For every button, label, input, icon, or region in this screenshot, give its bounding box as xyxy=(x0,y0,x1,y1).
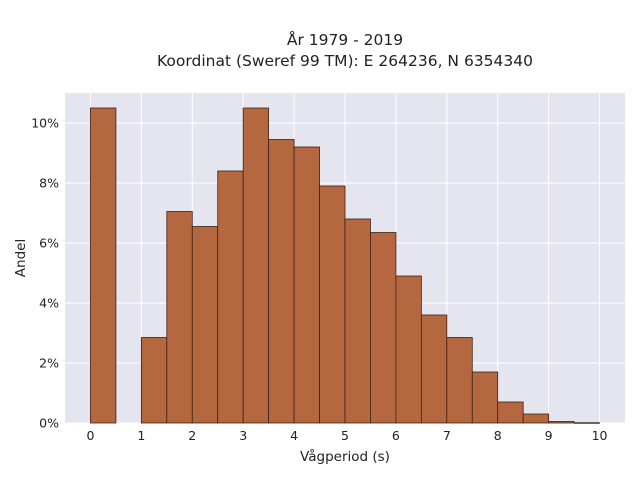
x-tick-label: 1 xyxy=(137,428,145,443)
histogram-bar xyxy=(217,170,244,424)
histogram-bar xyxy=(446,337,473,424)
histogram-bar xyxy=(140,337,168,424)
histogram-bar xyxy=(370,232,397,424)
histogram-bars xyxy=(90,107,600,424)
x-tick-label: 2 xyxy=(188,428,196,443)
histogram-bar xyxy=(242,107,270,424)
histogram-bar xyxy=(548,421,575,424)
y-axis-ticks: 0% 2% 4% 6% 8% 10% xyxy=(31,116,59,431)
x-axis-label: Vågperiod (s) xyxy=(300,448,390,465)
y-tick-label: 6% xyxy=(39,236,59,251)
histogram-bar xyxy=(268,139,295,424)
histogram-bar xyxy=(319,185,346,424)
x-tick-label: 5 xyxy=(341,428,349,443)
histogram-bar xyxy=(395,275,422,424)
y-tick-label: 2% xyxy=(39,356,59,371)
histogram-bar xyxy=(191,226,219,424)
x-tick-label: 8 xyxy=(494,428,502,443)
y-tick-label: 0% xyxy=(39,416,59,431)
x-tick-label: 7 xyxy=(443,428,451,443)
x-tick-label: 4 xyxy=(290,428,298,443)
histogram-bar xyxy=(522,413,550,424)
histogram-bar xyxy=(293,146,320,424)
histogram-bar xyxy=(166,211,193,424)
histogram-bar xyxy=(420,314,448,424)
y-tick-label: 10% xyxy=(31,116,59,131)
y-axis-label: Andel xyxy=(13,239,29,277)
y-tick-label: 8% xyxy=(39,176,59,191)
histogram-bar xyxy=(90,107,117,424)
histogram-bar xyxy=(573,422,600,424)
x-tick-label: 6 xyxy=(392,428,400,443)
histogram-bar xyxy=(497,401,524,424)
x-axis-ticks: 0 1 2 3 4 5 6 7 8 9 10 xyxy=(86,428,607,443)
x-tick-label: 0 xyxy=(86,428,94,443)
histogram-bar xyxy=(471,371,499,424)
x-tick-label: 10 xyxy=(592,428,608,443)
y-tick-label: 4% xyxy=(39,296,59,311)
chart-subtitle: Koordinat (Sweref 99 TM): E 264236, N 63… xyxy=(157,52,533,70)
histogram-bar xyxy=(344,218,371,424)
x-tick-label: 3 xyxy=(239,428,247,443)
chart-title: År 1979 - 2019 xyxy=(287,30,403,49)
x-tick-label: 9 xyxy=(545,428,553,443)
